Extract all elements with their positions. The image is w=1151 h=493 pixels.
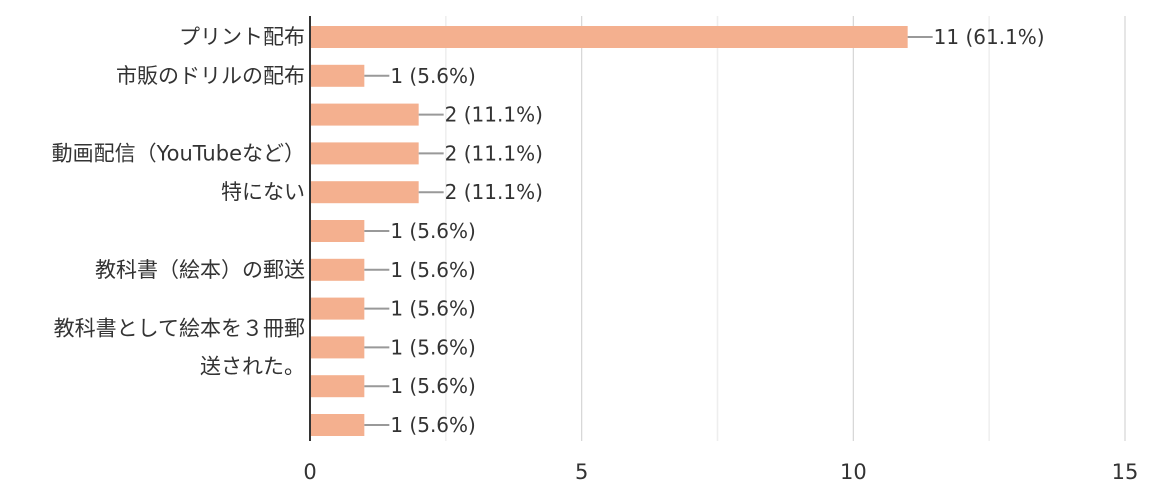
data-label: 1 (5.6%) [390,374,476,398]
data-label: 11 (61.1%) [934,25,1045,49]
bar [311,297,365,320]
bar [311,64,365,87]
data-labels: 11 (61.1%) 1 (5.6%) 2 (11.1%) 2 (11.1%) 2 (1… [364,25,1045,437]
data-label: 2 (11.1%) [445,180,543,204]
bar [311,26,908,48]
category-label: 送された。 [200,354,305,378]
x-tick-label: 0 [303,460,316,484]
bar [311,336,365,359]
category-label: 特にない [221,180,305,204]
bar [311,103,419,126]
data-label: 2 (11.1%) [445,103,543,127]
bar [311,375,365,398]
data-label: 1 (5.6%) [390,297,476,321]
bar [311,181,419,204]
gridlines [445,16,1126,441]
x-tick-label: 5 [575,460,588,484]
x-axis-ticks: 0 5 10 15 [303,460,1138,484]
data-label: 2 (11.1%) [445,141,543,165]
category-label: 教科書として絵本を３冊郵 [54,316,305,340]
category-label: 教科書（絵本）の郵送 [95,258,305,282]
bar [311,258,365,281]
data-label: 1 (5.6%) [390,219,476,243]
bar [311,142,419,165]
category-label: プリント配布 [179,25,305,49]
category-label: 市販のドリルの配布 [116,64,305,88]
x-tick-label: 10 [840,460,867,484]
data-label: 1 (5.6%) [390,413,476,437]
bars [311,26,908,436]
bar [311,220,365,242]
category-label: 動画配信（YouTubeなど） [52,141,305,165]
data-label: 1 (5.6%) [390,335,476,359]
data-label: 1 (5.6%) [390,258,476,282]
data-label: 1 (5.6%) [390,64,476,88]
bar [311,414,365,436]
x-tick-label: 15 [1112,460,1139,484]
